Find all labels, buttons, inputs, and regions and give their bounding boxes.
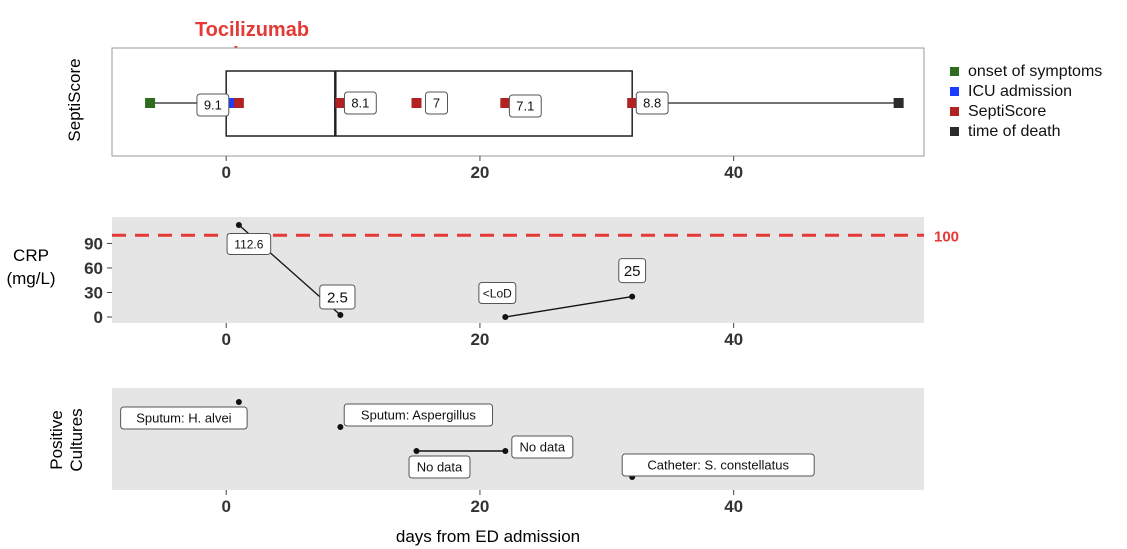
crp-y-tick-60: 60: [84, 259, 103, 278]
x-tick-label-20: 20: [470, 163, 489, 182]
crp-label-25-box: [618, 258, 647, 284]
culture-label-sputum-aspergillus-1: Sputum: Aspergillus: [361, 408, 476, 423]
x-tick-label-0: 0: [221, 497, 230, 516]
x-tick-label-0: 0: [221, 163, 230, 182]
crp-label-112-6-box: [226, 232, 272, 255]
crp-label-2-5: 2.5: [327, 289, 348, 306]
septiscore-point: [233, 98, 244, 108]
crp-label-25: 25: [624, 263, 641, 280]
culture-label-sputum-h-alvei-0-box: [120, 406, 248, 430]
culture-point: [235, 399, 242, 405]
culture-label-sputum-h-alvei-0: Sputum: H. alvei: [136, 411, 231, 426]
culture-label-catheter-s-constellatus-4-box: [621, 453, 815, 477]
legend-label-icu-admission: ICU admission: [968, 83, 1072, 100]
x-axis-title: days from ED admission: [396, 527, 580, 546]
crp-y-tick-30: 30: [84, 283, 103, 302]
legend-label-time-of-death: time of death: [968, 123, 1061, 140]
crp-point: [502, 314, 509, 320]
cultures-y-label-line1: Positive: [47, 410, 66, 470]
x-tick-label-0: 0: [221, 330, 230, 349]
x-tick-label-20: 20: [470, 497, 489, 516]
septiscore-label-8-8-box: [635, 91, 669, 115]
culture-label-no-data-3: No data: [520, 440, 566, 455]
septiscore-label-9-1-box: [196, 93, 230, 117]
culture-point: [502, 448, 509, 454]
culture-label-no-data-2: No data: [417, 460, 463, 475]
septiscore-label-8-1-box: [343, 91, 377, 115]
crp-y-tick-90: 90: [84, 234, 103, 253]
septiscore-point: [627, 98, 638, 108]
legend-swatch-time-of-death: [950, 127, 959, 136]
icu-marker: [226, 98, 237, 108]
crp-label-2-5-box: [319, 284, 356, 310]
culture-label-catheter-s-constellatus-4: Catheter: S. constellatus: [647, 458, 789, 473]
crp-y-label-line1: CRP: [13, 246, 49, 265]
septiscore-label-7-1: 7.1: [516, 99, 534, 114]
crp-line-segment: [505, 295, 633, 318]
septiscore-panel: SeptiScore 9.1 8.1 7 7.1 8.8 0 20 40: [65, 47, 925, 182]
crp-y-tick-0: 0: [94, 308, 103, 327]
crp-point: [629, 293, 636, 300]
legend: onset of symptoms ICU admission SeptiScore…: [950, 63, 1102, 140]
crp-label-lod-box: [478, 282, 517, 304]
culture-label-no-data-2-box: [408, 455, 471, 479]
crp-point: [235, 221, 242, 228]
x-tick-label-40: 40: [724, 330, 743, 349]
legend-swatch-septiscore: [950, 107, 959, 116]
septiscore-label-7-1-box: [508, 94, 542, 118]
crp-label-112-6: 112.6: [234, 237, 263, 251]
x-tick-label-40: 40: [724, 497, 743, 516]
culture-point: [337, 424, 344, 430]
septiscore-label-7: 7: [433, 96, 440, 111]
tocilizumab-annotation: Tocilizumab: [195, 19, 309, 41]
legend-swatch-onset-of-symptoms: [950, 67, 959, 76]
legend-swatch-icu-admission: [950, 87, 959, 96]
septiscore-label-8-8: 8.8: [643, 96, 661, 111]
crp-panel: CRP (mg/L) 0 30 60 90 100 112.6 2.5 <LoD 25 0 20…: [6, 217, 959, 349]
septiscore-y-label: SeptiScore: [65, 58, 84, 141]
culture-label-no-data-3-box: [511, 435, 574, 459]
legend-label-septiscore: SeptiScore: [968, 103, 1046, 120]
septiscore-point: [335, 98, 346, 108]
crp-panel-background: [112, 217, 924, 323]
septiscore-label-8-1: 8.1: [351, 96, 369, 111]
culture-point: [413, 448, 420, 454]
crp-label-lod: <LoD: [483, 286, 512, 300]
x-tick-label-40: 40: [724, 163, 743, 182]
crp-threshold-label: 100: [934, 228, 959, 245]
septiscore-point: [500, 98, 511, 108]
onset-marker: [145, 98, 156, 108]
cultures-y-label-line2: Cultures: [67, 408, 86, 471]
death-marker: [893, 98, 904, 108]
cultures-panel: Positive Cultures Sputum: H. alvei Sputum…: [47, 388, 924, 516]
crp-point: [337, 311, 344, 318]
crp-y-label-line2: (mg/L): [6, 269, 55, 288]
septiscore-label-7-box: [425, 91, 448, 115]
x-tick-label-20: 20: [470, 330, 489, 349]
septiscore-label-9-1: 9.1: [204, 98, 222, 113]
culture-label-sputum-aspergillus-1-box: [343, 403, 494, 427]
septiscore-point: [411, 98, 422, 108]
legend-label-onset-of-symptoms: onset of symptoms: [968, 63, 1102, 80]
